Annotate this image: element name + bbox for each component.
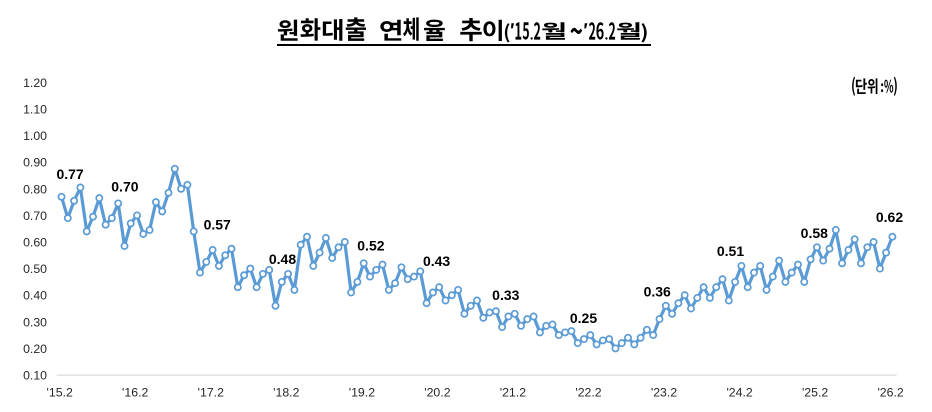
svg-text:'21.2: '21.2 bbox=[500, 385, 526, 399]
svg-text:0.57: 0.57 bbox=[204, 216, 231, 232]
svg-text:1.10: 1.10 bbox=[23, 103, 47, 117]
svg-text:0.70: 0.70 bbox=[111, 178, 138, 194]
svg-text:0.33: 0.33 bbox=[492, 287, 519, 303]
svg-text:'26.2: '26.2 bbox=[877, 385, 903, 399]
svg-text:0.60: 0.60 bbox=[23, 236, 47, 250]
svg-text:'23.2: '23.2 bbox=[651, 385, 677, 399]
svg-text:0.62: 0.62 bbox=[876, 209, 903, 225]
svg-text:0.51: 0.51 bbox=[717, 243, 744, 259]
svg-text:0.50: 0.50 bbox=[23, 262, 47, 276]
svg-text:0.52: 0.52 bbox=[357, 238, 384, 254]
svg-text:0.36: 0.36 bbox=[644, 283, 671, 299]
svg-text:0.10: 0.10 bbox=[23, 369, 47, 383]
svg-text:'25.2: '25.2 bbox=[802, 385, 828, 399]
svg-text:'17.2: '17.2 bbox=[198, 385, 224, 399]
svg-text:'20.2: '20.2 bbox=[424, 385, 450, 399]
svg-text:0.77: 0.77 bbox=[56, 166, 83, 182]
svg-text:0.30: 0.30 bbox=[23, 315, 47, 329]
svg-text:'16.2: '16.2 bbox=[122, 385, 148, 399]
svg-text:1.00: 1.00 bbox=[23, 129, 47, 143]
svg-text:0.20: 0.20 bbox=[23, 342, 47, 356]
svg-text:'18.2: '18.2 bbox=[273, 385, 299, 399]
svg-text:'22.2: '22.2 bbox=[575, 385, 601, 399]
svg-text:0.58: 0.58 bbox=[801, 225, 828, 241]
svg-text:0.25: 0.25 bbox=[570, 310, 597, 326]
svg-text:0.70: 0.70 bbox=[23, 209, 47, 223]
svg-text:'19.2: '19.2 bbox=[349, 385, 375, 399]
svg-text:0.43: 0.43 bbox=[423, 253, 450, 269]
svg-text:0.80: 0.80 bbox=[23, 182, 47, 196]
svg-text:0.40: 0.40 bbox=[23, 289, 47, 303]
svg-text:1.20: 1.20 bbox=[23, 76, 47, 90]
svg-text:'24.2: '24.2 bbox=[726, 385, 752, 399]
svg-text:0.90: 0.90 bbox=[23, 156, 47, 170]
svg-text:'15.2: '15.2 bbox=[47, 385, 73, 399]
svg-text:0.48: 0.48 bbox=[269, 251, 296, 267]
